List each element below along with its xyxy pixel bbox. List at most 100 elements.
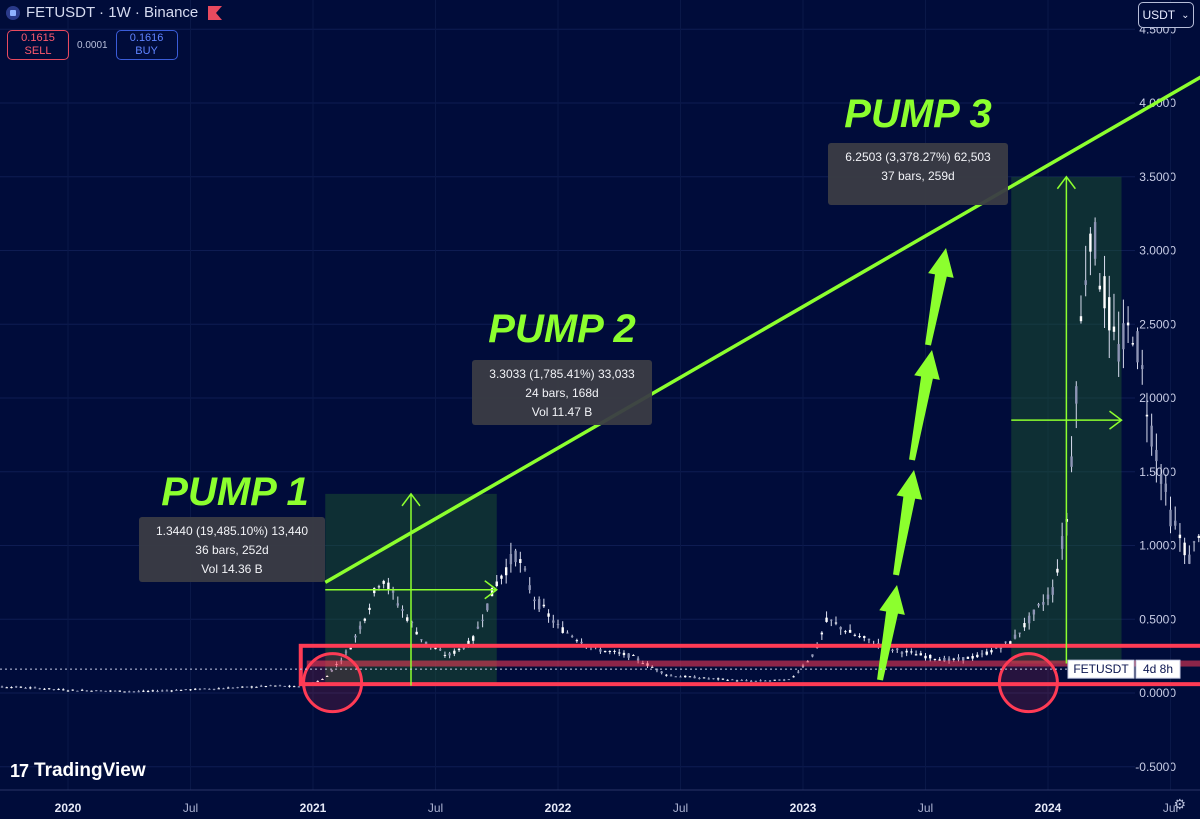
candle [90,690,93,692]
candle [603,650,607,653]
countdown-tag [1135,659,1181,679]
candle [679,676,682,678]
pump-label: PUMP 3 [844,92,991,136]
currency-select[interactable]: USDT ⌄ [1138,2,1194,28]
sell-price: 0.1615 [21,32,55,44]
candle [961,657,965,661]
candle [95,690,98,692]
candle [1112,326,1116,332]
symbol-title[interactable]: FETUSDT · 1W · Binance [26,4,199,21]
candle [575,640,579,642]
candle [745,680,748,682]
candle [330,669,334,672]
candle [457,648,461,651]
candle [297,686,301,688]
measure-info-line: 24 bars, 168d [525,386,598,400]
candle [113,690,117,692]
measure-arrowhead [484,580,498,600]
candle [844,631,847,633]
candle [1056,568,1059,573]
candle [731,679,734,681]
candle [825,617,828,622]
measure-info-box [139,517,325,582]
candle [222,688,225,690]
candle [292,686,296,688]
candle [938,659,941,661]
tradingview-logo-icon: 17 [10,760,29,781]
candle [910,651,913,653]
candle [128,691,131,693]
candle [716,678,720,680]
candle [1197,535,1200,538]
candle [283,685,286,687]
candle [236,687,239,689]
candle [622,652,626,656]
candle [387,582,390,590]
candle [1174,520,1177,526]
x-tick-label: Jul [673,801,688,815]
candle [811,654,814,657]
candle [665,674,668,676]
measure-info-line: 36 bars, 252d [195,543,268,557]
buy-button[interactable]: 0.1616 BUY [115,30,178,60]
flag-icon[interactable] [208,5,223,20]
candle [820,632,824,635]
candle [175,689,178,691]
measure-info-line: 1.3440 (19,485.10%) 13,440 [156,524,308,538]
pump-label: PUMP 1 [161,470,308,514]
candle [1079,316,1083,322]
candle [33,687,37,689]
candle [420,639,423,641]
candle [250,686,253,688]
candle [914,654,918,656]
candle [1108,297,1111,331]
candle [29,687,32,689]
candle [1060,536,1064,549]
candle [556,623,560,625]
candle [5,687,8,689]
candle [867,638,871,641]
exchange-icon[interactable] [6,5,20,20]
candle [924,655,927,659]
candle [754,680,758,682]
candle [1145,414,1149,417]
sell-button[interactable]: 0.1615 SELL [7,30,69,60]
candle [241,686,244,688]
gear-icon[interactable]: ⚙ [1173,796,1186,812]
candle [1042,602,1045,605]
candle [839,627,842,630]
candle [57,688,60,690]
candle [255,686,258,688]
support-zone-band [306,660,1200,667]
candle [189,689,192,691]
candle [1009,641,1012,644]
candle [990,650,993,653]
trade-panel: 0.1615 SELL 0.0001 0.1616 BUY [7,30,178,60]
symbol-tag-label: FETUSDT [1073,662,1129,676]
y-tick-label: 0.0000 [1139,686,1176,700]
candle [933,659,937,661]
candle [863,636,866,638]
projection-arrow [893,470,923,576]
candle [1164,483,1167,492]
candle [1023,623,1026,628]
candle [1098,285,1102,290]
candle [519,559,522,564]
candle [1188,554,1191,564]
candle [495,581,498,587]
candle [947,658,951,661]
candle [43,688,46,690]
candle [203,688,206,690]
candle [288,685,291,687]
candle [509,553,513,565]
candle [1183,542,1186,556]
spread-value: 0.0001 [77,39,108,51]
candle [773,679,776,681]
candle [165,690,169,692]
candle [721,678,725,680]
candle [834,622,838,624]
candle [1027,615,1031,624]
candle [71,689,74,691]
chart-header: FETUSDT · 1W · Binance [6,4,223,21]
